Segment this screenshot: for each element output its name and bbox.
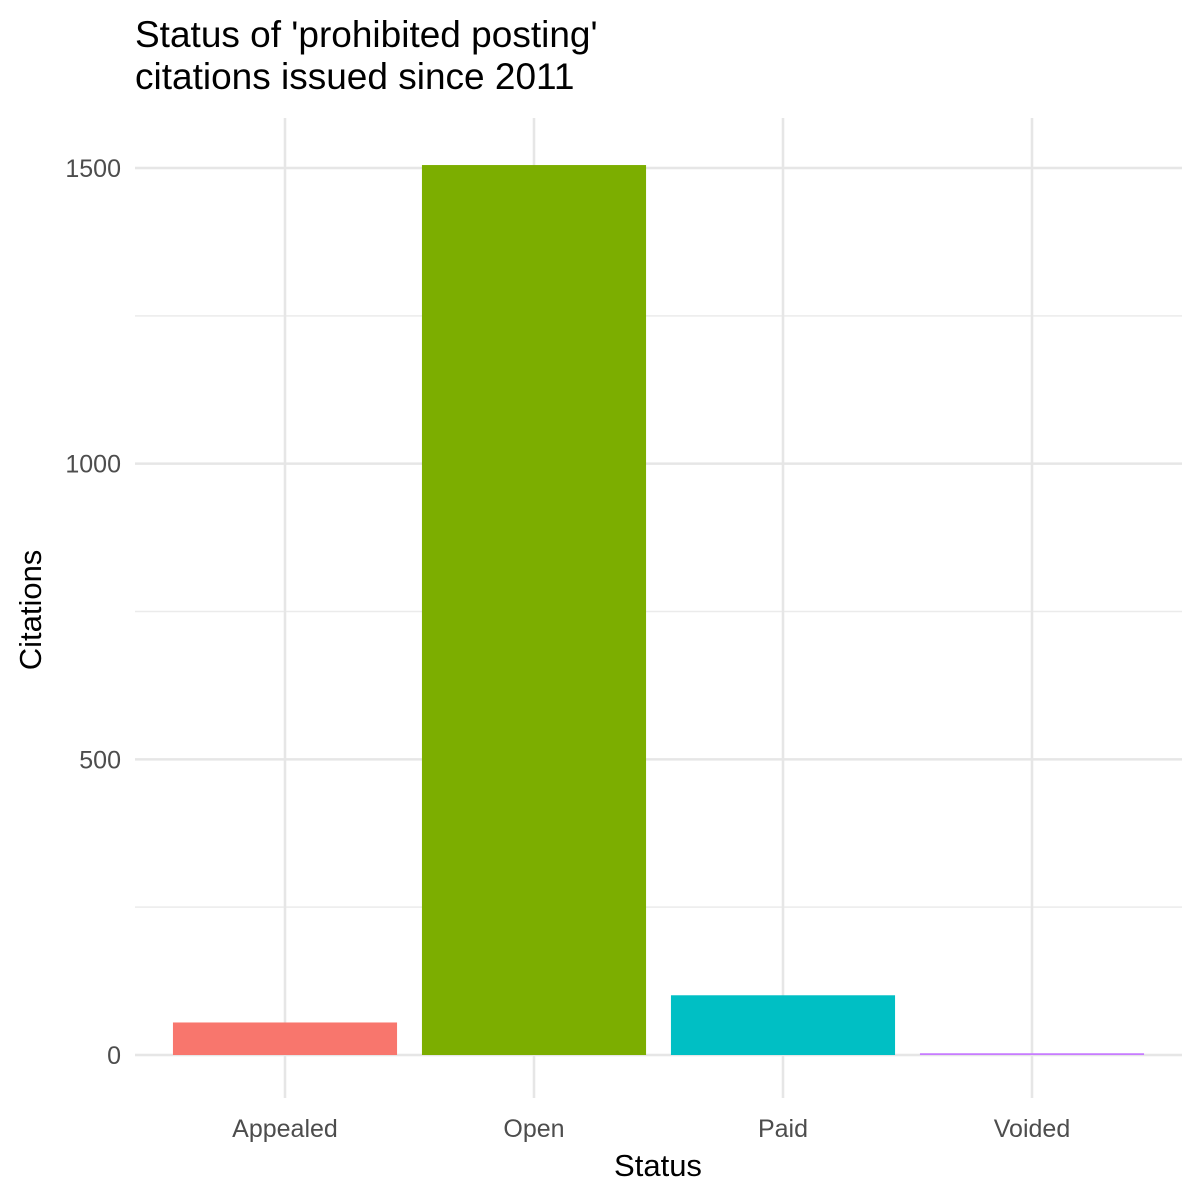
x-tick-label: Paid (758, 1115, 808, 1143)
bar-open (421, 165, 647, 1055)
bars (172, 165, 1145, 1055)
y-tick-label: 1500 (65, 155, 121, 183)
bar-appealed (172, 1022, 398, 1055)
y-tick-label: 1000 (65, 451, 121, 479)
grid-major (135, 118, 1182, 1098)
y-tick-label: 0 (107, 1042, 121, 1070)
grid-minor (135, 315, 1182, 908)
y-axis-title: Citations (13, 550, 48, 671)
x-axis-title: Status (614, 1148, 702, 1183)
bar-paid (670, 995, 896, 1055)
chart-title-line-2: citations issued since 2011 (135, 56, 575, 97)
x-tick-label: Appealed (232, 1115, 338, 1143)
chart-title: Status of 'prohibited posting' citations… (135, 14, 598, 98)
x-tick-labels: Appealed Open Paid Voided (232, 1115, 1070, 1143)
y-tick-labels: 0 500 1000 1500 (65, 155, 121, 1070)
x-tick-label: Voided (994, 1115, 1070, 1143)
x-tick-label: Open (503, 1115, 564, 1143)
y-tick-label: 500 (79, 746, 121, 774)
chart-title-line-1: Status of 'prohibited posting' (135, 14, 598, 55)
bar-voided (919, 1053, 1145, 1055)
